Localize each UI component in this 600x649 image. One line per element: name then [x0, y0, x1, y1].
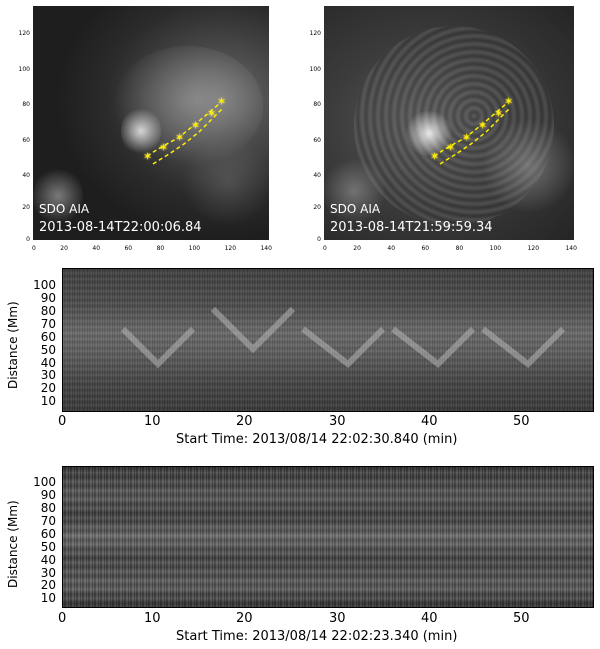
x-tick: 40	[421, 414, 438, 429]
y-tick: 80	[22, 101, 30, 108]
stackplot-2-y-axis-title: Distance (Mm)	[6, 500, 20, 588]
x-tick: 20	[353, 245, 361, 252]
x-tick: 100	[489, 245, 502, 252]
y-tick: 120	[309, 30, 321, 37]
timestamp-label: 2013-08-14T22:00:06.84	[39, 220, 202, 235]
x-tick: 80	[455, 245, 464, 252]
slit-marker: ✶	[159, 141, 169, 154]
top-right-image-panel: ✶ ✶ ✶ ✶ ✶ ✶ SDO AIA 2013-08-14T21:59:59.…	[324, 6, 574, 240]
y-tick: 70	[40, 514, 56, 528]
slit-marker: ✶	[430, 150, 440, 163]
x-tick: 10	[144, 611, 161, 626]
slit-marker: ✶	[143, 150, 153, 163]
slit-marker: ✶	[175, 131, 185, 144]
x-tick-row: 0 20 40 60 80 100 120 140	[32, 245, 272, 252]
y-tick: 50	[40, 540, 56, 554]
y-tick: 80	[40, 501, 56, 515]
x-tick: 140	[565, 245, 577, 252]
x-tick: 20	[236, 611, 253, 626]
stackplot-2-image	[62, 466, 594, 608]
y-tick: 10	[40, 591, 56, 605]
x-tick: 120	[224, 245, 237, 252]
y-tick: 40	[22, 172, 30, 179]
y-tick: 90	[40, 291, 56, 305]
stackplot-1-y-axis-title: Distance (Mm)	[6, 301, 20, 389]
x-tick-row: 0 20 40 60 80 100 120 140	[323, 245, 577, 252]
x-tick: 0	[323, 245, 327, 252]
y-tick: 100	[309, 66, 321, 73]
y-tick: 40	[40, 553, 56, 567]
x-tick: 80	[156, 245, 165, 252]
x-tick: 40	[387, 245, 396, 252]
instrument-label: SDO AIA	[330, 202, 381, 216]
x-tick: 20	[60, 245, 68, 252]
slit-marker: ✶	[478, 119, 488, 132]
y-tick: 40	[313, 172, 321, 179]
y-tick: 70	[40, 317, 56, 331]
x-tick: 0	[58, 611, 67, 626]
y-tick: 50	[40, 343, 56, 357]
y-tick: 10	[40, 394, 56, 408]
y-tick: 80	[40, 304, 56, 318]
y-tick: 60	[40, 527, 56, 541]
y-tick: 20	[313, 204, 321, 211]
slit-marker: ✶	[207, 107, 217, 120]
x-tick: 0	[32, 245, 36, 252]
slit-marker: ✶	[504, 95, 514, 108]
slit-marker: ✶	[446, 141, 456, 154]
slit-marker: ✶	[462, 131, 472, 144]
x-tick: 40	[421, 611, 438, 626]
y-tick: 40	[40, 356, 56, 370]
stackplot-1-image	[62, 268, 594, 412]
x-tick: 60	[421, 245, 430, 252]
instrument-label: SDO AIA	[39, 202, 90, 216]
x-tick: 30	[329, 611, 346, 626]
y-tick: 20	[22, 204, 30, 211]
stackplot-2-x-axis-title: Start Time: 2013/08/14 22:02:23.340 (min…	[176, 629, 458, 644]
y-tick: 120	[18, 30, 30, 37]
x-tick: 40	[92, 245, 101, 252]
y-tick: 60	[22, 137, 30, 144]
x-tick: 50	[513, 414, 530, 429]
x-tick: 10	[144, 414, 161, 429]
y-tick: 0	[26, 236, 30, 243]
y-tick: 80	[313, 101, 321, 108]
y-tick: 60	[40, 330, 56, 344]
x-tick: 50	[513, 611, 530, 626]
x-tick: 30	[329, 414, 346, 429]
y-tick: 30	[40, 368, 56, 382]
y-tick: 30	[40, 566, 56, 580]
x-tick: 100	[188, 245, 201, 252]
slit-marker: ✶	[191, 119, 201, 132]
slit-marker: ✶	[217, 95, 227, 108]
y-tick: 100	[18, 66, 30, 73]
x-tick: 20	[236, 414, 253, 429]
y-tick: 60	[313, 137, 321, 144]
y-tick: 0	[317, 236, 321, 243]
x-tick: 0	[58, 414, 67, 429]
x-tick: 120	[527, 245, 540, 252]
top-left-image-panel: ✶ ✶ ✶ ✶ ✶ ✶ SDO AIA 2013-08-14T22:00:06.…	[33, 6, 269, 240]
y-tick: 100	[33, 475, 56, 489]
y-tick: 20	[40, 578, 56, 592]
timestamp-label: 2013-08-14T21:59:59.34	[330, 220, 493, 235]
x-tick: 60	[124, 245, 133, 252]
y-tick: 90	[40, 488, 56, 502]
stackplot-1-x-axis-title: Start Time: 2013/08/14 22:02:30.840 (min…	[176, 432, 458, 447]
y-tick: 20	[40, 381, 56, 395]
y-tick: 100	[33, 278, 56, 292]
slit-marker: ✶	[494, 107, 504, 120]
x-tick: 140	[260, 245, 272, 252]
